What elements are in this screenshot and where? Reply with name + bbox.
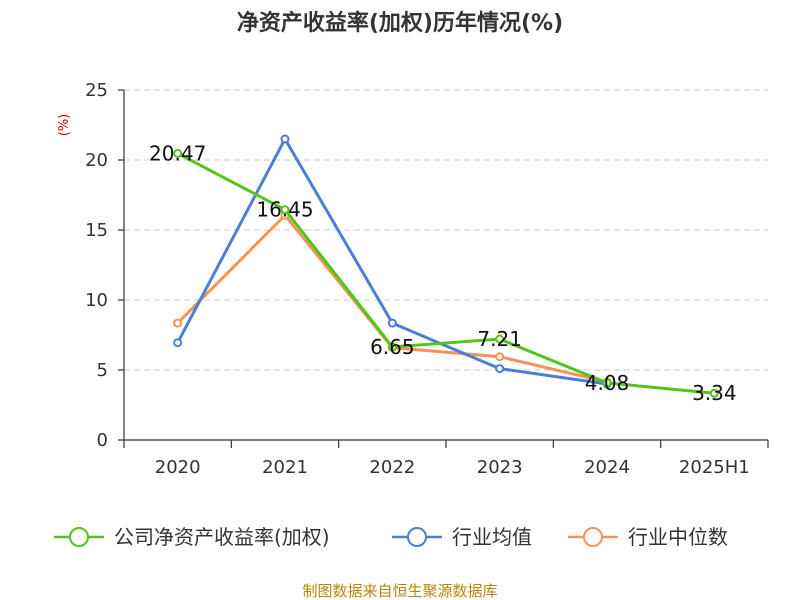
- legend-item-1[interactable]: 行业均值: [392, 525, 532, 549]
- x-tick-label: 2021: [262, 457, 308, 478]
- x-tick-label: 2022: [369, 457, 415, 478]
- data-point: [495, 334, 505, 344]
- y-tick-label: 10: [85, 290, 108, 311]
- data-label: 6.65: [370, 335, 415, 359]
- axes: 0 5 10 15 20 25 2020 2021 2022 2023 2024 2025H1: [85, 80, 769, 478]
- y-tick-label: 15: [85, 220, 108, 241]
- y-axis-unit: (%): [57, 114, 72, 137]
- data-point: [173, 338, 183, 348]
- data-label: 7.21: [477, 327, 522, 351]
- legend-label: 行业中位数: [628, 525, 728, 549]
- legend-swatch-marker: [69, 527, 89, 547]
- data-point: [709, 388, 719, 398]
- data-labels: 20.47 16.45 6.65 7.21 4.08 3.34: [149, 141, 737, 405]
- legend-swatch-marker: [583, 527, 603, 547]
- data-label: 20.47: [149, 141, 206, 165]
- y-tick-label: 25: [85, 80, 108, 101]
- legend-item-0[interactable]: 公司净资产收益率(加权): [54, 525, 330, 549]
- legend-item-2[interactable]: 行业中位数: [568, 525, 728, 549]
- chart-title: 净资产收益率(加权)历年情况(%): [237, 10, 563, 36]
- x-tick-label: 2025H1: [679, 457, 750, 478]
- data-point: [387, 342, 397, 352]
- data-source-note: 制图数据来自恒生聚源数据库: [302, 582, 497, 600]
- legend-label: 公司净资产收益率(加权): [114, 525, 330, 549]
- y-tick-label: 5: [97, 360, 108, 381]
- data-point: [495, 364, 505, 374]
- series-2: [173, 210, 612, 387]
- data-point: [495, 352, 505, 362]
- series-lines: [173, 134, 719, 398]
- series-0: [173, 148, 719, 398]
- data-label: 16.45: [256, 198, 313, 222]
- data-point: [602, 378, 612, 388]
- y-tick-label: 0: [97, 430, 108, 451]
- legend-swatch-marker: [407, 527, 427, 547]
- x-tick-label: 2024: [584, 457, 630, 478]
- x-tick-label: 2023: [477, 457, 523, 478]
- data-label: 4.08: [585, 371, 630, 395]
- grid-lines: [124, 89, 768, 371]
- legend-label: 行业均值: [452, 525, 532, 549]
- data-point: [280, 134, 290, 144]
- series-line: [176, 152, 715, 395]
- data-point: [173, 148, 183, 158]
- data-point: [387, 318, 397, 328]
- data-label: 3.34: [692, 381, 737, 405]
- y-tick-label: 20: [85, 150, 108, 171]
- data-point: [280, 205, 290, 215]
- legend[interactable]: 公司净资产收益率(加权) 行业均值 行业中位数: [54, 525, 728, 549]
- data-point: [173, 318, 183, 328]
- x-tick-label: 2020: [155, 457, 201, 478]
